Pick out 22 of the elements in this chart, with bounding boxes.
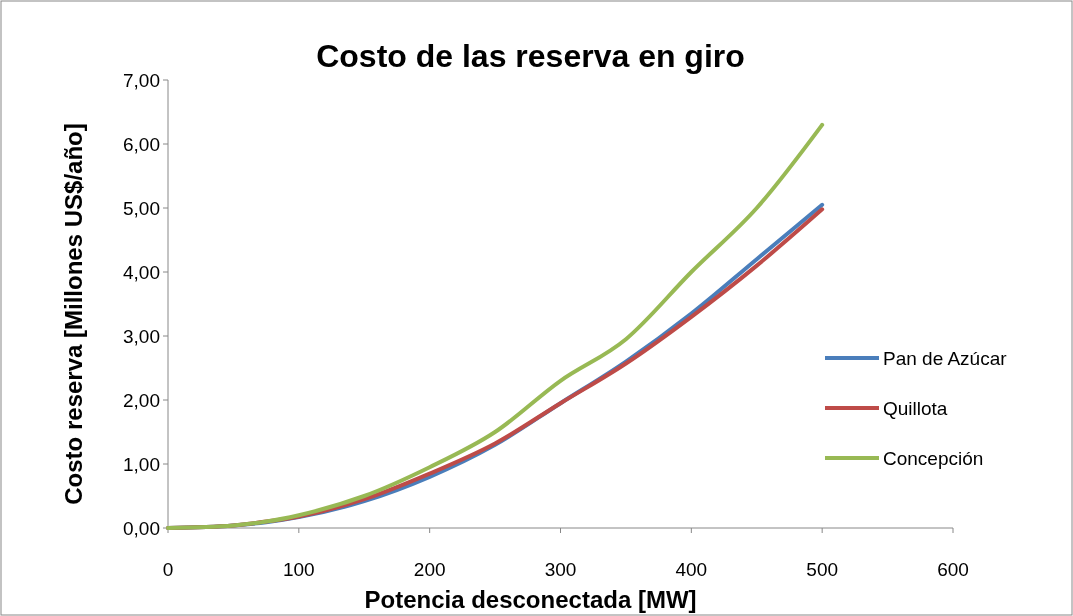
chart-title: Costo de las reserva en giro bbox=[316, 38, 745, 74]
legend-label: Quillota bbox=[883, 397, 948, 419]
legend-label: Concepción bbox=[883, 447, 984, 469]
x-tick-label: 0 bbox=[162, 559, 174, 580]
line-series bbox=[166, 122, 825, 530]
x-tick-label: 300 bbox=[544, 559, 577, 580]
x-tick-label: 600 bbox=[937, 559, 969, 580]
x-tick-label: 100 bbox=[282, 559, 315, 580]
legend-label: Pan de Azúcar bbox=[883, 347, 1008, 369]
y-axis-title: Costo reserva [Millones US$/año] bbox=[60, 123, 87, 505]
x-tick-label: 200 bbox=[413, 559, 446, 580]
y-tick-label: 7,00 bbox=[123, 69, 160, 91]
x-tick-label: 400 bbox=[675, 559, 708, 580]
x-tick-label: 500 bbox=[806, 559, 839, 580]
y-tick-label: 2,00 bbox=[123, 389, 160, 411]
x-axis-title: Potencia desconectada [MW] bbox=[364, 586, 697, 613]
y-tick-label: 5,00 bbox=[123, 197, 160, 219]
y-tick-label: 1,00 bbox=[123, 453, 160, 475]
y-tick-label: 6,00 bbox=[123, 133, 160, 155]
y-tick-label: 0,00 bbox=[123, 517, 160, 539]
y-tick-label: 4,00 bbox=[123, 261, 160, 283]
y-tick-label: 3,00 bbox=[123, 325, 160, 347]
